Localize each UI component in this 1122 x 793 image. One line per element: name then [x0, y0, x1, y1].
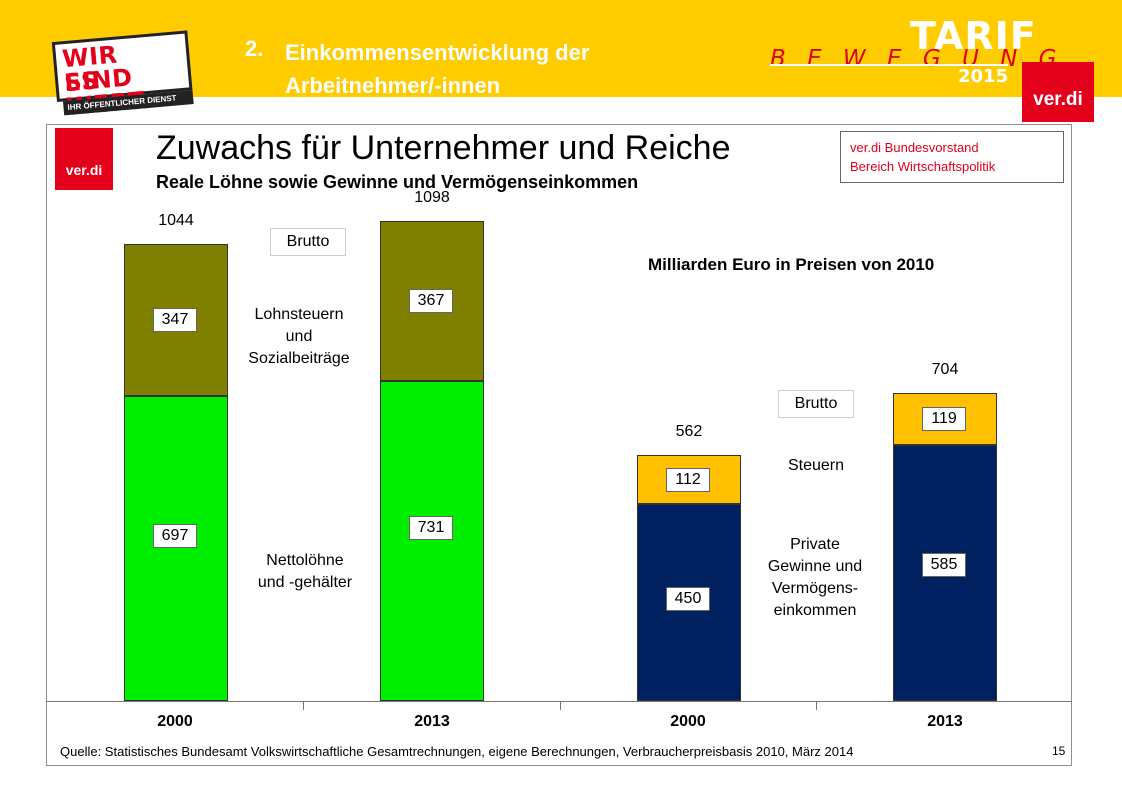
page-number: 15	[1052, 744, 1066, 758]
source-footnote: Quelle: Statistisches Bundesamt Volkswir…	[60, 744, 854, 759]
data-label-top: 367	[409, 288, 453, 313]
total-label: 704	[931, 361, 959, 379]
data-label-bottom: 731	[409, 515, 453, 540]
annotation-line: und -gehälter	[257, 574, 353, 591]
source-box: ver.di Bundesvorstand Bereich Wirtschaft…	[840, 131, 1064, 183]
bar-segment-bottom	[124, 396, 228, 701]
annotation-line: einkommen	[773, 602, 857, 619]
total-label: 562	[675, 423, 703, 441]
section-title: Einkommensentwicklung der Arbeitnehmer/-…	[285, 40, 590, 98]
unit-label: Milliarden Euro in Preisen von 2010	[648, 255, 935, 274]
x-tick-label: 2000	[157, 713, 193, 730]
tarif-wordmark: TARIF	[910, 14, 1037, 58]
annotation-steuern: Steuern	[787, 457, 845, 474]
x-tick-label: 2013	[414, 713, 450, 730]
slide-title: Zuwachs für Unternehmer und Reiche	[156, 129, 731, 167]
data-label-bottom: 585	[922, 552, 966, 577]
annotation-lohnsteuern: Lohnsteuern und Sozialbeiträge	[232, 304, 366, 370]
x-tick-label: 2013	[927, 713, 963, 730]
brutto-label-wages: Brutto	[270, 228, 346, 256]
annotation-line: Gewinne und	[767, 558, 863, 575]
campaign-year: 2015	[958, 66, 1009, 87]
x-tick-label: 2000	[670, 713, 706, 730]
bewegung-wordmark: B E W E G U N G	[770, 46, 1064, 72]
annotation-line: Nettolöhne	[266, 552, 344, 569]
annotation-line: und	[285, 328, 313, 345]
slide-subtitle: Reale Löhne sowie Gewinne und Vermögense…	[156, 172, 639, 192]
x-axis-tick	[303, 701, 304, 710]
bar-segment-bottom	[380, 381, 484, 701]
source-line-1: ver.di Bundesvorstand	[850, 140, 979, 155]
x-axis	[46, 701, 1072, 702]
brutto-label-profits: Brutto	[778, 390, 854, 418]
data-label-bottom: 697	[153, 524, 197, 549]
x-axis-tick	[816, 701, 817, 710]
annotation-line: Lohnsteuern	[254, 306, 344, 323]
source-line-2: Bereich Wirtschaftspolitik	[850, 159, 996, 174]
annotation-nettoloehne: Nettolöhne und -gehälter	[240, 550, 370, 594]
verdi-logo: ver.di	[1022, 62, 1094, 122]
annotation-line: Sozialbeiträge	[248, 350, 350, 367]
data-label-top: 347	[153, 308, 197, 333]
section-number: 2.	[245, 36, 264, 61]
total-label: 1044	[158, 212, 194, 230]
annotation-private: Private Gewinne und Vermögens- einkommen	[750, 534, 880, 622]
annotation-line: Vermögens-	[771, 580, 859, 597]
data-label-top: 112	[666, 467, 710, 492]
wordmark-divider	[770, 64, 1008, 66]
total-label: 1098	[414, 188, 450, 206]
x-axis-tick	[560, 701, 561, 710]
verdi-slide-logo: ver.di	[55, 128, 113, 190]
wir-sind-es-wert-logo: WIR SIND ES WERT. IHR ÖFFENTLICHER DIENS…	[51, 30, 196, 122]
annotation-line: Private	[790, 536, 840, 553]
data-label-top: 119	[922, 407, 966, 432]
data-label-bottom: 450	[666, 586, 710, 611]
